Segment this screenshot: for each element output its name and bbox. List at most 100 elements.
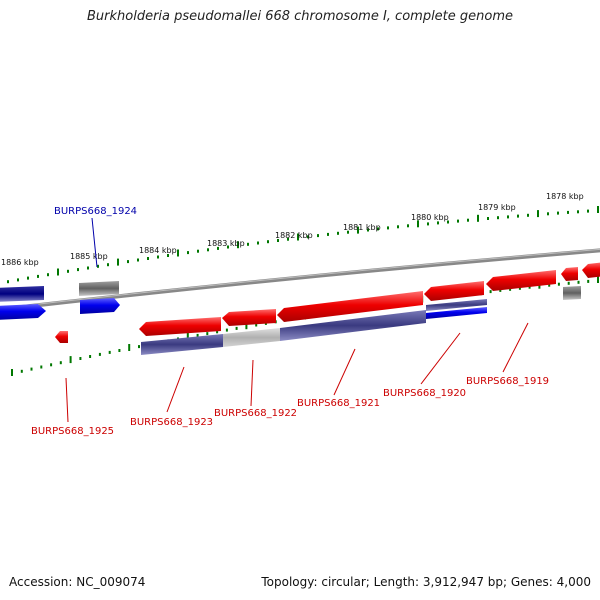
gene-1924-gray[interactable]	[79, 281, 119, 296]
major-tick	[597, 206, 599, 213]
scale-label-1884: 1884 kbp	[139, 246, 177, 255]
gene-1922[interactable]	[222, 309, 276, 326]
minor-tick	[327, 232, 329, 236]
gene-1919[interactable]	[486, 270, 556, 291]
minor-tick	[207, 248, 209, 252]
minor-tick	[127, 260, 129, 264]
minor-tick	[567, 210, 569, 214]
scale-label-1882: 1882 kbp	[275, 231, 313, 240]
ortholog-bar-1920-blue	[426, 307, 487, 319]
minor-tick	[97, 264, 99, 268]
minor-tick	[337, 231, 339, 235]
major-tick	[477, 214, 479, 222]
minor-tick	[98, 352, 101, 356]
minor-tick	[437, 221, 439, 225]
gene-label-1923[interactable]: BURPS668_1923	[130, 417, 213, 428]
ortholog-bar-1920	[426, 299, 487, 311]
topology-text: Topology: circular; Length: 3,912,947 bp…	[261, 575, 591, 589]
minor-tick	[167, 254, 169, 257]
major-tick	[57, 268, 59, 276]
gene-edge-red-right[interactable]	[582, 262, 600, 278]
gene-forward-navy-left[interactable]	[0, 286, 44, 302]
minor-tick	[347, 230, 349, 234]
scale-label-1881: 1881 kbp	[343, 223, 381, 232]
scale-label-1880: 1880 kbp	[411, 213, 449, 222]
minor-tick	[89, 355, 92, 358]
minor-tick	[40, 365, 43, 369]
minor-tick	[487, 217, 489, 220]
leader-1922	[250, 359, 254, 407]
minor-tick	[59, 361, 62, 365]
leader-1923	[166, 366, 185, 413]
map-title: Burkholderia pseudomallei 668 chromosome…	[86, 9, 514, 24]
leader-1921	[333, 348, 356, 396]
minor-tick	[196, 333, 199, 337]
minor-tick	[509, 287, 512, 291]
gene-label-1921[interactable]: BURPS668_1921	[297, 398, 380, 409]
minor-tick	[30, 367, 33, 371]
major-tick	[357, 226, 359, 234]
minor-tick	[457, 219, 459, 223]
gene-small-red-right[interactable]	[561, 267, 578, 281]
gene-label-1919[interactable]: BURPS668_1919	[466, 376, 549, 387]
minor-tick	[107, 263, 109, 267]
minor-tick	[387, 226, 389, 230]
gene-1924-blue[interactable]	[80, 298, 120, 314]
minor-tick	[118, 349, 121, 352]
ortholog-bar-1921	[280, 310, 426, 341]
major-tick	[245, 322, 248, 330]
gene-label-1924[interactable]: BURPS668_1924	[54, 206, 137, 217]
major-tick	[177, 249, 179, 257]
minor-tick	[517, 214, 519, 218]
gene-label-1925[interactable]: BURPS668_1925	[31, 426, 114, 437]
minor-tick	[197, 249, 199, 253]
gene-1923[interactable]	[139, 317, 221, 336]
minor-tick	[518, 286, 521, 290]
minor-tick	[497, 216, 499, 220]
minor-tick	[206, 332, 209, 336]
minor-tick	[377, 227, 379, 231]
minor-tick	[7, 280, 9, 284]
major-tick	[537, 210, 539, 218]
minor-tick	[157, 255, 159, 259]
scale-track-upper	[7, 206, 599, 284]
minor-tick	[507, 215, 509, 219]
minor-tick	[267, 240, 269, 244]
backbone-highlight	[0, 248, 600, 309]
minor-tick	[557, 282, 560, 286]
scale-label-1878: 1878 kbp	[546, 192, 584, 201]
minor-tick	[528, 285, 531, 289]
minor-tick	[50, 363, 53, 367]
minor-tick	[108, 350, 111, 354]
minor-tick	[577, 280, 580, 284]
gene-label-1920[interactable]: BURPS668_1920	[383, 388, 466, 399]
scale-label-1879: 1879 kbp	[478, 203, 516, 212]
minor-tick	[20, 369, 23, 373]
leader-1925	[65, 377, 69, 423]
ortholog-bar-1922	[223, 328, 280, 347]
minor-tick	[547, 212, 549, 216]
minor-tick	[147, 257, 149, 260]
gene-1921[interactable]	[277, 291, 423, 322]
gene-label-1922[interactable]: BURPS668_1922	[214, 408, 297, 419]
major-tick	[186, 332, 189, 340]
minor-tick	[447, 220, 449, 224]
minor-tick	[317, 234, 319, 238]
major-tick	[297, 233, 299, 241]
major-tick	[69, 356, 72, 364]
minor-tick	[499, 288, 502, 292]
major-tick	[237, 241, 239, 249]
accession-text: Accession: NC_009074	[9, 575, 146, 589]
gene-1925[interactable]	[55, 331, 68, 343]
gray-feature-right[interactable]	[563, 286, 581, 300]
minor-tick	[548, 283, 551, 287]
leader-1919	[502, 322, 529, 373]
minor-tick	[587, 279, 590, 283]
minor-tick	[87, 266, 89, 270]
gene-forward-blue-left[interactable]	[0, 304, 46, 320]
minor-tick	[37, 274, 39, 278]
minor-tick	[79, 357, 82, 360]
gene-1920[interactable]	[424, 281, 484, 301]
minor-tick	[567, 281, 570, 285]
minor-tick	[527, 213, 529, 217]
